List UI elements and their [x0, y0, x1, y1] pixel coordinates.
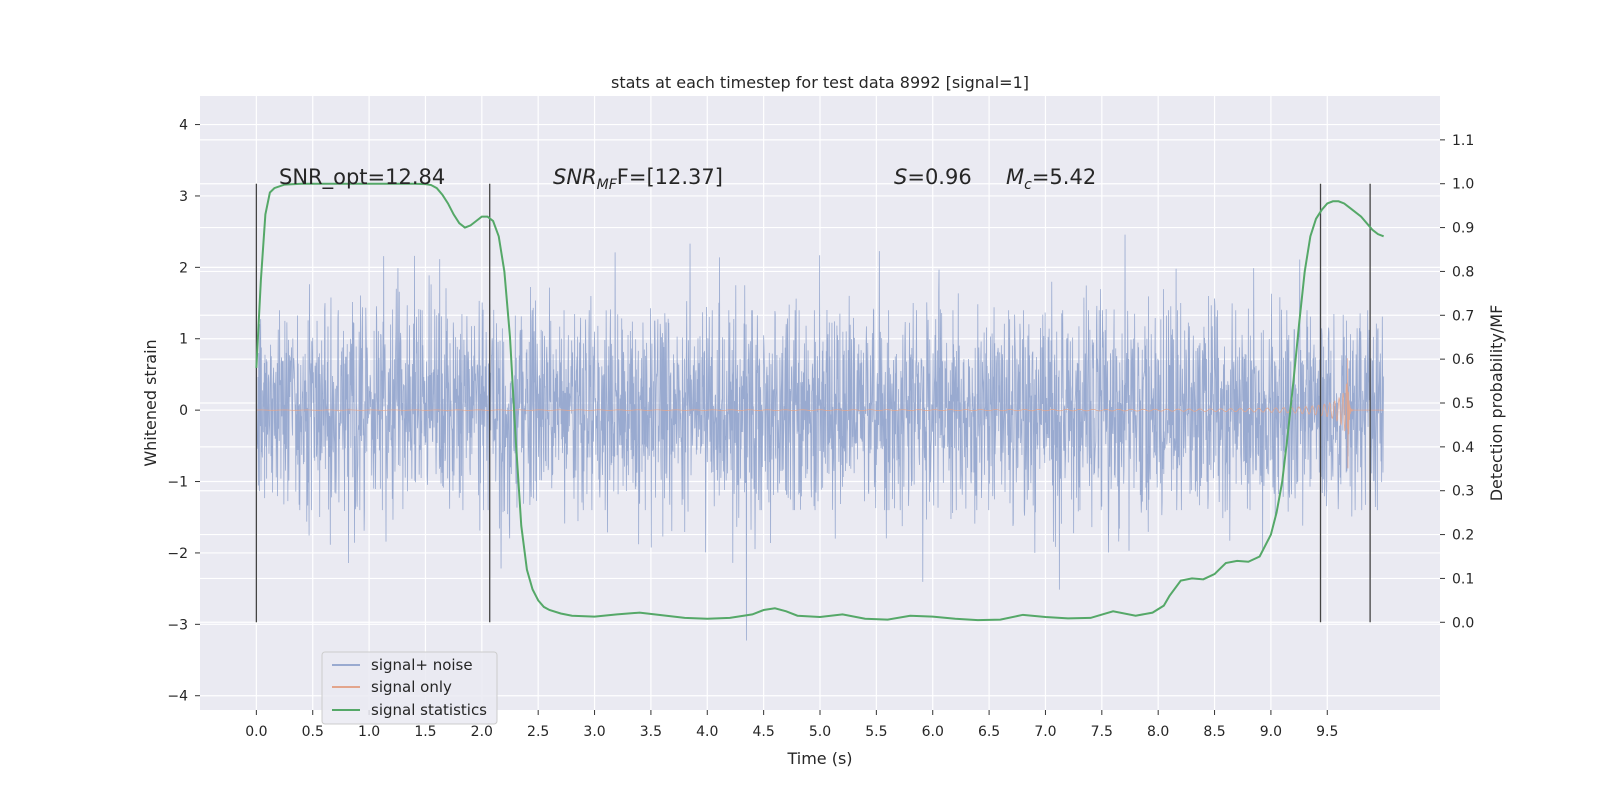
signal-only-series: [256, 358, 1384, 469]
annotation-snr-opt: SNR_opt=12.84: [279, 165, 445, 190]
legend-label-signal-noise: signal+ noise: [371, 656, 473, 674]
y-right-tick-label: 0.4: [1452, 440, 1474, 456]
legend: signal+ noise signal only signal statist…: [321, 651, 498, 725]
y-left-tick-label: −4: [167, 689, 188, 705]
x-tick-label: 4.5: [753, 724, 775, 740]
y-left-axis-ticks: 4 3 2 1 0 −1 −2 −3 −4: [167, 118, 200, 705]
x-tick-label: 1.5: [414, 724, 436, 740]
x-tick-label: 2.0: [471, 724, 493, 740]
y-right-tick-label: 0.2: [1452, 528, 1474, 544]
x-tick-label: 6.0: [922, 724, 944, 740]
y-right-tick-label: 0.8: [1452, 264, 1474, 280]
y-left-tick-label: −1: [167, 475, 188, 491]
x-axis-ticks: 0.0 0.5 1.0 1.5 2.0 2.5 3.0 3.5 4.0 4.5 5.0 5.5 6.0 6…: [245, 710, 1338, 740]
x-tick-label: 0.5: [302, 724, 324, 740]
y-right-tick-label: 0.9: [1452, 221, 1474, 237]
plot-area: [255, 182, 1385, 641]
x-tick-label: 7.5: [1091, 724, 1113, 740]
x-tick-label: 8.0: [1147, 724, 1169, 740]
y-left-tick-label: −2: [167, 546, 188, 562]
y-right-axis-ticks: 1.1 1.0 0.9 0.8 0.7 0.6 0.5 0.4 0.3 0.2 0.1 0.0: [1440, 133, 1474, 631]
x-tick-label: 7.0: [1034, 724, 1056, 740]
y-left-tick-label: −3: [167, 617, 188, 633]
y-right-tick-label: 0.7: [1452, 308, 1474, 324]
x-tick-label: 1.0: [358, 724, 380, 740]
signal-statistics-series: [255, 182, 1385, 622]
vertical-markers: [255, 183, 1371, 623]
y-right-tick-label: 0.3: [1452, 484, 1474, 500]
x-tick-label: 9.5: [1316, 724, 1338, 740]
y-right-tick-label: 0.5: [1452, 396, 1474, 412]
chart-title: stats at each timestep for test data 899…: [611, 73, 1029, 92]
y-right-axis-label: Detection probability/MF: [1487, 305, 1506, 502]
y-left-tick-label: 2: [179, 260, 188, 276]
y-right-tick-label: 0.6: [1452, 352, 1474, 368]
y-left-tick-label: 0: [179, 403, 188, 419]
x-tick-label: 8.5: [1203, 724, 1225, 740]
y-left-tick-label: 3: [179, 189, 188, 205]
x-tick-label: 6.5: [978, 724, 1000, 740]
annotation-mc: Mc=5.42: [1006, 165, 1096, 193]
y-left-tick-label: 1: [179, 332, 188, 348]
y-left-axis-label: Whitened strain: [141, 339, 160, 466]
x-tick-label: 0.0: [245, 724, 267, 740]
x-tick-label: 2.5: [527, 724, 549, 740]
x-tick-label: 3.5: [640, 724, 662, 740]
y-left-tick-label: 4: [179, 118, 188, 134]
legend-label-signal-only: signal only: [371, 678, 452, 696]
legend-label-signal-statistics: signal statistics: [371, 701, 487, 719]
x-tick-label: 9.0: [1260, 724, 1282, 740]
y-right-tick-label: 1.0: [1452, 177, 1474, 193]
annotation-s: S=0.96: [894, 165, 972, 189]
legend-box: [321, 651, 498, 725]
y-right-tick-label: 0.1: [1452, 571, 1474, 587]
y-right-tick-label: 0.0: [1452, 615, 1474, 631]
x-tick-label: 3.0: [583, 724, 605, 740]
x-tick-label: 5.0: [809, 724, 831, 740]
x-axis-label: Time (s): [786, 749, 852, 768]
annotation-snr-mf: SNRMFF=[12.37]: [553, 165, 723, 193]
y-right-tick-label: 1.1: [1452, 133, 1474, 149]
signal-noise-series: [255, 234, 1385, 641]
x-tick-label: 5.5: [865, 724, 887, 740]
x-tick-label: 4.0: [696, 724, 718, 740]
